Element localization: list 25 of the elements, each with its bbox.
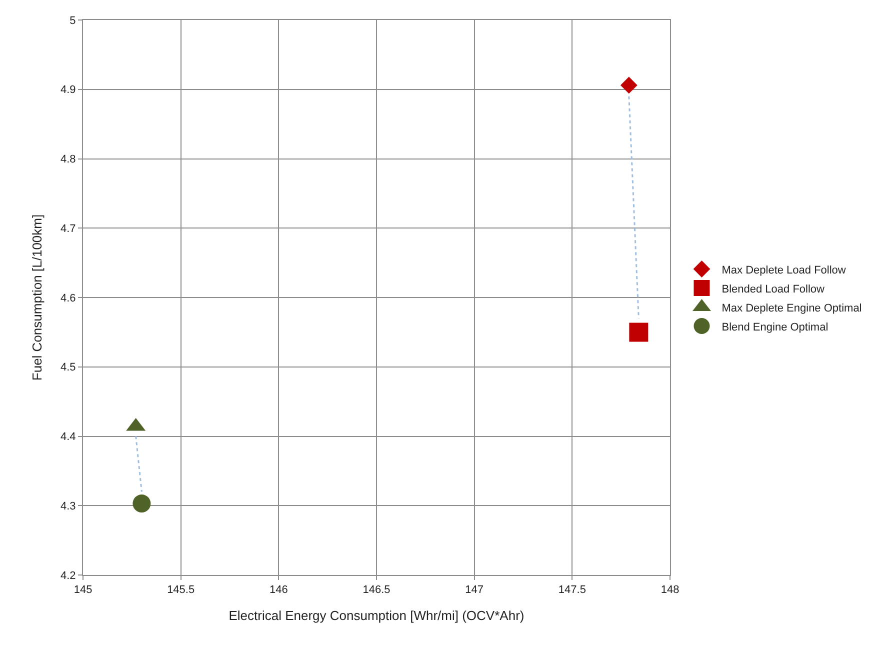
x-tick-label: 145.5 xyxy=(167,584,195,596)
x-tick-label: 146 xyxy=(269,584,288,596)
y-tick-label: 4.6 xyxy=(60,292,76,304)
legend-label: Blended Load Follow xyxy=(722,283,825,296)
y-tick-label: 4.8 xyxy=(60,154,76,166)
y-tick-label: 4.5 xyxy=(60,362,76,374)
y-tick-label: 4.3 xyxy=(60,500,76,512)
x-axis-title: Electrical Energy Consumption [Whr/mi] (OCV*Ahr) xyxy=(228,608,524,623)
y-tick-label: 4.4 xyxy=(60,431,76,444)
y-tick-label: 5 xyxy=(70,14,76,27)
y-tick-label: 4.2 xyxy=(60,570,76,582)
legend-label: Blend Engine Optimal xyxy=(722,321,828,334)
y-axis-title: Fuel Consumption [L/100km] xyxy=(29,214,44,381)
point xyxy=(629,322,648,342)
x-tick-label: 146.5 xyxy=(362,584,390,596)
x-tick-label: 148 xyxy=(660,584,680,596)
point xyxy=(620,76,638,94)
y-tick-label: 4.9 xyxy=(60,84,76,96)
legend-label: Max Deplete Engine Optimal xyxy=(722,302,862,314)
point xyxy=(132,494,151,513)
x-tick-label: 147 xyxy=(465,584,484,596)
legend-label: Max Deplete Load Follow xyxy=(722,264,846,276)
x-tick-label: 147.5 xyxy=(558,584,586,596)
y-tick-label: 4.7 xyxy=(60,222,76,235)
x-tick-label: 145 xyxy=(74,584,92,596)
